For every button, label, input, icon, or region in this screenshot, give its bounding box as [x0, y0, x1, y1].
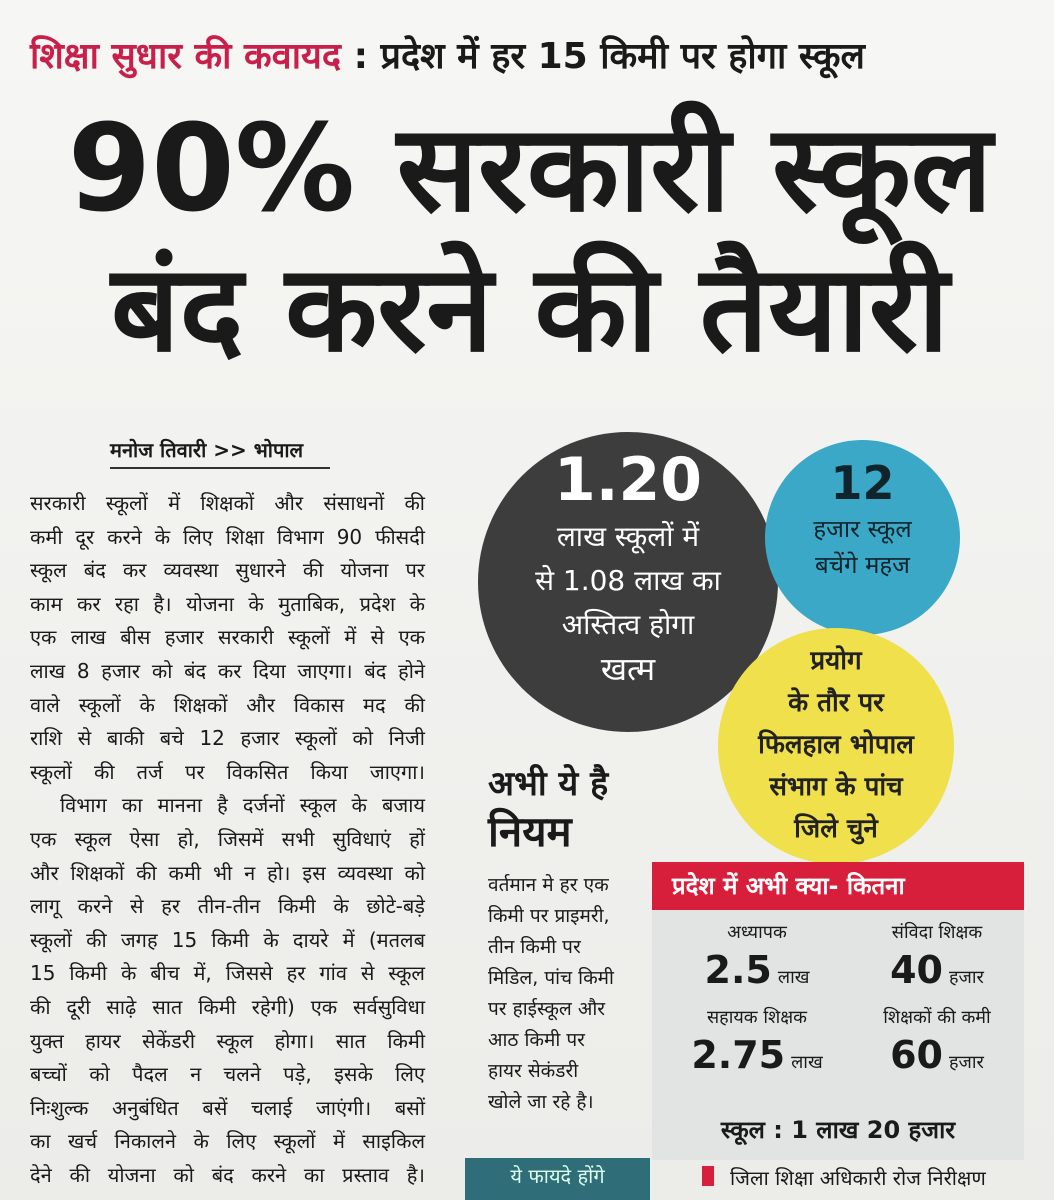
circle-line: खत्म: [600, 650, 656, 688]
kicker: शिक्षा सुधार की कवायद: [30, 36, 342, 77]
stat-number: 2.75: [691, 1033, 786, 1077]
body-line: विभाग का मानना है दर्जनों स्कूल के बजाय: [60, 793, 425, 818]
body-line: कमी दूर करने के लिए शिक्षा विभाग 90 फीसद…: [30, 524, 425, 549]
body-line: देने की योजना को बंद करने का प्रस्ताव है…: [30, 1163, 425, 1187]
rule-line: खोले जा रहे है।: [488, 1091, 594, 1113]
circle-line: संभाग के पांच: [769, 772, 903, 802]
body-line: वाले स्कूलों के शिक्षकों और विकास मद की: [30, 692, 425, 717]
circle-line: प्रयोग: [810, 646, 862, 676]
stat-label: संविदा शिक्षक: [891, 922, 983, 943]
blue-text: 12 हजार स्कूल बचेंगे महज: [765, 455, 960, 583]
body-line: निःशुल्क अनुबंधित बसें चलाई जाएंगी। बसों: [30, 1095, 425, 1120]
circle-line: जिले चुने: [794, 814, 878, 844]
stat-number: 60: [890, 1033, 943, 1077]
body-line: स्कूलों की जगह 15 किमी के दायरे में (मतल…: [30, 927, 425, 952]
rule-line: हायर सेकंडरी: [488, 1060, 579, 1082]
separator: :: [353, 36, 368, 77]
rule-line: मिडिल, पांच किमी: [488, 967, 614, 989]
circle-line: लाख स्कूलों में: [556, 520, 700, 553]
body-line: लाख 8 हजार को बंद कर दिया जाएगा। बंद होन…: [30, 659, 425, 683]
body-line: राशि से बाकी बचे 12 हजार स्कूलों को निजी: [30, 726, 425, 751]
rule-line: तीन किमी पर: [488, 936, 581, 958]
rule-box: अभी ये है नियम वर्तमान मे हर एक किमी पर प्र…: [488, 760, 638, 1118]
bullet: [702, 1166, 714, 1186]
circle-line: हजार स्कूल: [813, 515, 912, 543]
body-line: स्कूल बंद कर व्यवस्था सुधारने की योजना प…: [30, 558, 425, 583]
yellow-circle: [718, 628, 954, 864]
rule-line: किमी पर प्राइमरी,: [488, 905, 610, 927]
stats-footer: स्कूल : 1 लाख 20 हजार: [720, 1116, 956, 1144]
kicker-rest: प्रदेश में हर 15 किमी पर होगा स्कूल: [380, 36, 865, 77]
body-line: 15 किमी के बीच में, जिससे हर गांव से स्क…: [30, 961, 425, 986]
rule-line: आठ किमी पर: [488, 1029, 585, 1051]
body-line: और शिक्षकों की कमी भी न हो। इस व्यवस्था …: [30, 860, 425, 885]
spacer: [488, 856, 638, 870]
stat-value: 60 हजार: [852, 1031, 1022, 1087]
circle-line: अस्तित्व होगा: [561, 608, 695, 641]
stat-label: शिक्षकों की कमी: [883, 1007, 991, 1028]
circle-line: फिलहाल भोपाल: [758, 730, 914, 760]
body-line: युक्त हायर सेकेंडरी स्कूल होगा। सात किमी: [30, 1028, 425, 1053]
stat-label: सहायक शिक्षक: [706, 1007, 807, 1028]
stats-box: अध्यापक 2.5 लाख संविदा शिक्षक 40 हजार सहायक शि…: [652, 910, 1024, 1160]
rule-line: वर्तमान मे हर एक: [488, 874, 609, 896]
circle-line: से 1.08 लाख का: [535, 564, 721, 597]
stat-number: 40: [890, 948, 943, 992]
body: सरकारी स्कूलों में शिक्षकों और संसाधनों …: [30, 488, 425, 1200]
body-line: एक लाख बीस हजार सरकारी स्कूलों में से एक: [30, 625, 425, 650]
yellow-text: प्रयोग के तौर पर फिलहाल भोपाल संभाग के पांच…: [718, 640, 954, 850]
dark-circle: [478, 432, 778, 732]
headline-1: 90% सरकारी स्कूल: [67, 100, 993, 239]
stat-value: 2.5 लाख: [672, 946, 842, 1002]
stat-item: संविदा शिक्षक 40 हजार: [852, 920, 1022, 1002]
big-number: 12: [830, 456, 895, 510]
body-line: का खर्च निकालने के लिए स्कूलों में साइकि…: [30, 1129, 425, 1154]
body-line: सरकारी स्कूलों में शिक्षकों और संसाधनों …: [30, 491, 425, 515]
stat-unit: लाख: [791, 1052, 823, 1073]
kicker-row: शिक्षा सुधार की कवायद : प्रदेश में हर 15…: [30, 30, 865, 79]
stat-unit: हजार: [948, 1052, 984, 1073]
blue-circle: [765, 440, 960, 635]
circle-line: के तौर पर: [788, 688, 884, 718]
body-line: की दूरी साढ़े सात किमी रहेगी) एक सर्वसुव…: [30, 995, 425, 1019]
body-line: स्कूलों की तर्ज पर विकसित किया जाएगा।: [30, 759, 425, 784]
rule-title: नियम: [488, 807, 572, 856]
byline: मनोज तिवारी >> भोपाल: [110, 436, 330, 469]
headline-2: बंद करने की तैयारी: [111, 240, 949, 379]
stat-item: शिक्षकों की कमी 60 हजार: [852, 1005, 1022, 1087]
rule-title: अभी ये है: [488, 764, 609, 804]
stat-value: 40 हजार: [852, 946, 1022, 1002]
dark-text: 1.20 लाख स्कूलों में से 1.08 लाख का अस्तित्…: [478, 445, 778, 691]
stat-number: 2.5: [704, 948, 772, 992]
stat-label: अध्यापक: [727, 922, 787, 943]
body-line: एक स्कूल ऐसा हो, जिसमें सभी सुविधाएं हों: [30, 827, 425, 851]
stat-item: सहायक शिक्षक 2.75 लाख: [672, 1005, 842, 1087]
stat-item: अध्यापक 2.5 लाख: [672, 920, 842, 1002]
body-line: बच्चों को पैदल न चलने पड़े, इसके लिए: [30, 1062, 425, 1087]
body-line: काम कर रहा है। योजना के मुताबिक, प्रदेश …: [30, 591, 425, 616]
rule-line: पर हाईस्कूल और: [488, 998, 606, 1020]
stats-title: प्रदेश में अभी क्या- कितना: [652, 862, 1024, 910]
stat-value: 2.75 लाख: [672, 1031, 842, 1087]
stat-unit: हजार: [948, 967, 984, 988]
big-number: 1.20: [553, 445, 703, 515]
body-line: लागू करने से हर तीन-तीन किमी के छोटे-बड़…: [30, 894, 425, 919]
circle-line: बचेंगे महज: [815, 551, 910, 579]
benefits-text: जिला शिक्षा अधिकारी रोज निरीक्षण: [730, 1166, 986, 1190]
benefits-tab: ये फायदे होंगे: [465, 1158, 650, 1200]
stat-unit: लाख: [777, 967, 810, 988]
